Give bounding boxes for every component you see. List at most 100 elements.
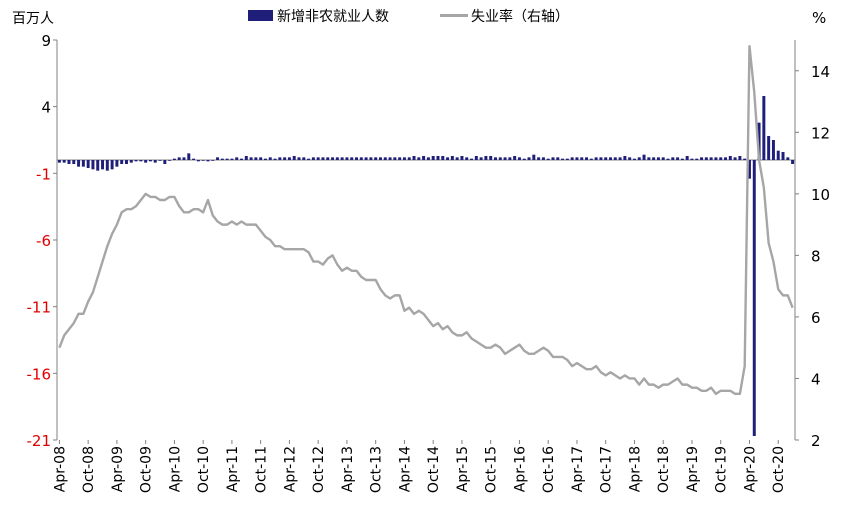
x-tick-label: Apr-16	[512, 446, 528, 492]
bar	[632, 158, 636, 160]
x-tick-label: Oct-17	[599, 446, 615, 493]
right-tick-label: 10	[811, 186, 830, 204]
bar	[278, 157, 282, 160]
bar	[62, 160, 66, 163]
x-tick-label: Oct-16	[541, 446, 557, 493]
bar	[359, 157, 363, 160]
bar	[685, 156, 689, 160]
bar	[120, 160, 124, 164]
bar	[585, 157, 589, 160]
bar	[565, 158, 569, 160]
legend-bar-label: 新增非农就业人数	[277, 9, 389, 25]
bar	[546, 158, 550, 160]
bar	[752, 160, 756, 436]
bar	[283, 157, 287, 160]
tick-labels: 9 4 -1 -6 -11 -16 -21 14 12 10 8 6 4 2 Apr-08 Oct-08 Apr…	[27, 32, 831, 493]
bar	[709, 157, 713, 160]
bar	[489, 156, 493, 160]
bar	[724, 157, 727, 160]
bar	[72, 160, 76, 164]
right-tick-label: 2	[811, 432, 821, 450]
bar	[757, 122, 761, 160]
left-tick-label: -16	[27, 365, 52, 383]
bar	[503, 157, 507, 160]
x-tick-label: Oct-15	[484, 446, 500, 493]
legend-line-label: 失业率（右轴）	[471, 8, 569, 25]
bar	[287, 157, 291, 160]
right-tick-label: 8	[811, 247, 821, 265]
bar	[249, 157, 253, 160]
bar	[676, 157, 680, 160]
x-tick-label: Oct-19	[714, 446, 730, 493]
x-tick-label: Oct-12	[311, 446, 327, 493]
bar	[273, 158, 277, 160]
x-tick-label: Apr-08	[52, 446, 68, 492]
x-tick-label: Oct-09	[139, 446, 155, 493]
bar	[105, 160, 109, 171]
bar	[719, 157, 723, 160]
bar	[436, 156, 440, 160]
bar	[326, 157, 330, 160]
bar	[158, 160, 162, 161]
bar	[426, 157, 430, 160]
legend-bar-swatch	[248, 10, 273, 21]
bar	[551, 157, 555, 160]
right-axis-unit: %	[812, 9, 826, 27]
right-tick-label: 4	[811, 370, 821, 388]
bar	[302, 157, 306, 160]
bar	[345, 157, 349, 160]
x-tick-label: Apr-17	[570, 446, 586, 492]
bar	[134, 160, 138, 162]
bar	[350, 157, 354, 160]
left-tick-label: 9	[41, 32, 51, 50]
bar	[297, 157, 301, 160]
x-tick-label: Apr-10	[167, 446, 183, 492]
x-tick-label: Apr-18	[627, 446, 643, 492]
bar	[771, 140, 775, 160]
bar	[115, 160, 119, 167]
bar	[422, 156, 426, 160]
bar	[628, 157, 632, 160]
bar	[704, 157, 708, 160]
bar	[599, 157, 603, 160]
bar	[244, 156, 248, 160]
line-series	[58, 44, 794, 396]
bar	[67, 160, 71, 164]
left-tick-label: 4	[41, 99, 51, 117]
bar	[652, 157, 656, 160]
x-tick-label: Apr-09	[110, 446, 126, 492]
bar	[144, 160, 148, 163]
bar	[613, 157, 617, 160]
x-tick-label: Oct-08	[81, 446, 97, 493]
bar	[455, 157, 459, 160]
bar	[647, 157, 651, 160]
bar	[738, 156, 742, 160]
bar	[541, 157, 545, 160]
bar	[321, 157, 325, 160]
bar	[110, 160, 114, 170]
bar	[172, 158, 176, 160]
bar	[498, 157, 502, 160]
bar	[331, 157, 335, 160]
bar	[508, 157, 512, 160]
bar	[168, 160, 172, 161]
x-tick-label: Apr-12	[282, 446, 298, 492]
bar	[623, 156, 627, 160]
bar	[700, 157, 704, 160]
bar	[364, 157, 368, 160]
x-tick-label: Oct-10	[196, 446, 212, 493]
bar	[791, 160, 795, 164]
x-tick-label: Apr-13	[340, 446, 356, 492]
bar	[776, 150, 780, 160]
axes	[53, 39, 799, 444]
bar	[786, 157, 790, 160]
bar	[484, 156, 488, 160]
bar	[211, 160, 215, 161]
bar	[781, 152, 785, 160]
bar	[96, 160, 100, 171]
bar	[570, 157, 574, 160]
bar	[81, 160, 85, 167]
bar	[402, 157, 406, 160]
bar	[733, 157, 737, 160]
